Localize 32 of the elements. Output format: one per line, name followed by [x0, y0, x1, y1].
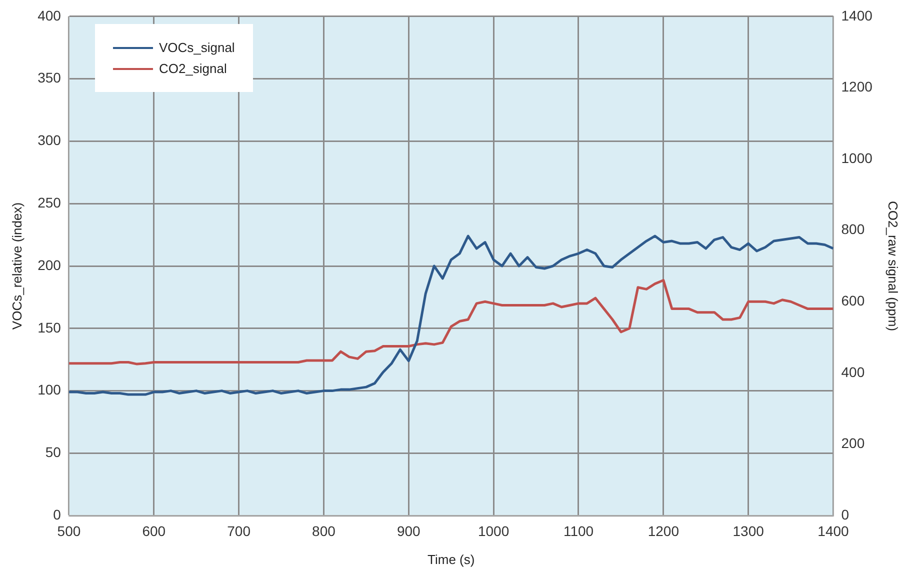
y-tick-label: 150 — [38, 319, 62, 336]
y-tick-label: 100 — [38, 382, 62, 398]
x-tick-label: 1100 — [563, 522, 594, 539]
x-tick-label: 600 — [142, 522, 166, 539]
y-axis-title: VOCs_relative (index) — [9, 202, 24, 330]
y-tick-label: 250 — [38, 194, 62, 210]
y-tick-label: 350 — [38, 70, 62, 86]
y2-tick-label: 1000 — [841, 150, 873, 166]
y2-tick-label: 1200 — [841, 78, 873, 95]
y2-axis-title: CO2_raw signal (ppm) — [886, 200, 901, 332]
x-tick-label: 1000 — [478, 522, 510, 539]
legend-label: VOCs_signal — [158, 40, 235, 56]
x-tick-label: 700 — [227, 522, 251, 539]
x-axis-title: Time (s) — [428, 552, 475, 567]
y-tick-label: 200 — [38, 256, 62, 273]
y2-tick-label: 400 — [841, 364, 865, 380]
y2-tick-label: 0 — [841, 506, 850, 522]
x-tick-label: 1300 — [732, 522, 764, 539]
legend-label: CO2_signal — [158, 61, 227, 76]
y-tick-label: 300 — [38, 132, 62, 148]
y2-tick-label: 800 — [841, 221, 865, 238]
x-tick-label: 1400 — [818, 522, 850, 539]
y-tick-label: 0 — [53, 506, 62, 522]
x-tick-label: 800 — [312, 522, 336, 539]
x-tick-label: 500 — [57, 522, 81, 539]
y-tick-label: 400 — [38, 7, 62, 24]
y2-tick-label: 1400 — [841, 7, 873, 24]
x-tick-label: 900 — [396, 522, 421, 539]
y2-tick-label: 600 — [841, 292, 865, 309]
y-tick-label: 50 — [45, 444, 62, 460]
x-tick-label: 1200 — [648, 522, 680, 539]
y2-tick-label: 200 — [841, 435, 865, 452]
